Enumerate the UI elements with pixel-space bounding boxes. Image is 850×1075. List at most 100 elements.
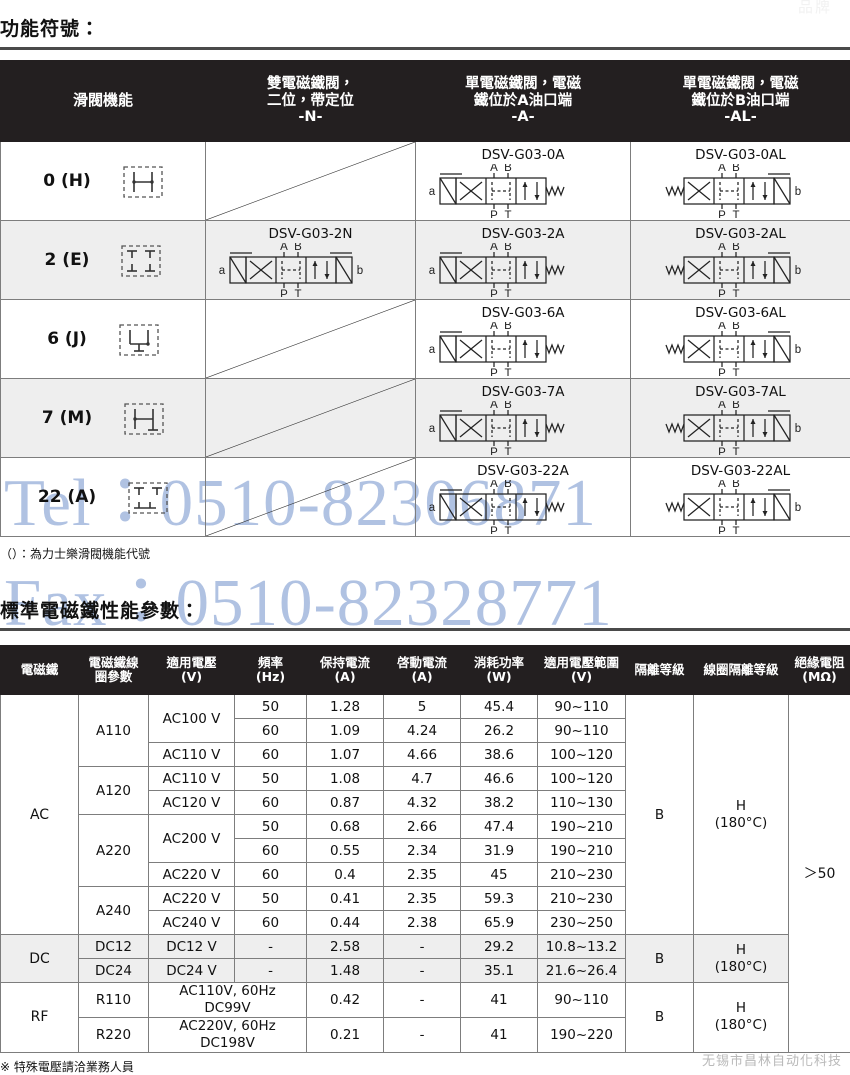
param-header-unit: (Hz)	[255, 669, 286, 684]
param-header-label: 電磁鐵	[20, 661, 59, 677]
svg-text:A: A	[718, 401, 726, 411]
cell-spool-function: 6 (J)	[0, 299, 206, 379]
svg-text:P: P	[490, 289, 498, 297]
cell-solenoid-type: DC	[0, 934, 79, 983]
voltage-line-2: DC99V	[204, 999, 251, 1016]
svg-text:T: T	[732, 368, 739, 376]
cell-frequency: 50	[234, 886, 307, 911]
cell-voltage-range: 230~250	[537, 910, 626, 935]
param-header-label: 保持電流	[319, 654, 370, 670]
cell-voltage-range: 190~210	[537, 838, 626, 863]
cell-holding-current: 0.68	[306, 814, 384, 839]
cell-frequency: 50	[234, 766, 307, 791]
param-header-unit: (MΩ)	[802, 669, 837, 684]
symbol-table-header-row: 滑閥機能 雙電磁鐵閥， 二位，帶定位 -N- 單電磁鐵閥，電磁 鐵位於A油口端 …	[0, 60, 850, 142]
param-table-row: AC A110 AC100 V 50 1.28 5 45.4 90~110 B H (180°C)…	[0, 694, 850, 1053]
svg-text:A: A	[718, 243, 726, 253]
solenoid-parameter-table: 電磁鐵 電磁鐵線 圈參數 適用電壓 (V) 頻率 (Hz) 保持電流 (A) 啓動電流 (A) 消耗功…	[0, 645, 850, 1053]
cell-empty-diagonal	[205, 141, 416, 221]
cell-empty-diagonal	[205, 299, 416, 379]
svg-text:T: T	[294, 289, 301, 297]
svg-text:B: B	[504, 480, 512, 490]
spool-symbol-icon	[121, 164, 163, 198]
cell-spool-function: 2 (E)	[0, 220, 206, 300]
cell-inrush-current: 2.35	[383, 862, 461, 887]
cell-applicable-voltage: AC200 V	[148, 814, 235, 863]
cell-power-consumption: 45.4	[460, 694, 538, 719]
cell-inrush-current: 4.66	[383, 742, 461, 767]
function-symbol-table: 滑閥機能 雙電磁鐵閥， 二位，帶定位 -N- 單電磁鐵閥，電磁 鐵位於A油口端 …	[0, 60, 850, 537]
param-header-unit: (W)	[486, 669, 512, 684]
svg-text:P: P	[490, 447, 498, 455]
param-header-cell: 適用電壓範圍 (V)	[537, 645, 626, 695]
svg-text:a: a	[429, 502, 436, 514]
cell-voltage-range: 100~120	[537, 766, 626, 791]
param-header-cell: 啓動電流 (A)	[383, 645, 461, 695]
part-number-al: DSV-G03-0AL	[695, 147, 786, 164]
part-number-a: DSV-G03-6A	[481, 305, 565, 322]
cell-frequency: 60	[234, 742, 307, 767]
header-al-line3: -AL-	[724, 109, 757, 126]
cell-holding-current: 0.21	[306, 1016, 384, 1053]
svg-text:A: A	[490, 401, 498, 411]
svg-text:T: T	[504, 289, 511, 297]
param-table-row: AC110 V 60 1.07 4.66 38.6 100~120	[1, 742, 850, 767]
cell-solenoid-type: AC	[0, 694, 79, 935]
cell-empty-diagonal	[205, 457, 416, 537]
coil-isolation-line-2: (180°C)	[714, 1017, 768, 1034]
cell-applicable-voltage: DC24 V	[148, 958, 235, 983]
header-a-line3: -A-	[511, 109, 535, 126]
cell-coil-isolation-class: H (180°C)	[693, 694, 789, 935]
svg-text:a: a	[218, 265, 225, 277]
svg-text:T: T	[732, 210, 739, 218]
cell-isolation-class: B	[625, 934, 694, 983]
cell-holding-current: 1.28	[306, 694, 384, 719]
part-number-a: DSV-G03-0A	[481, 147, 565, 164]
cell-coil-code: R220	[78, 1016, 149, 1053]
section-title-function-symbols: 功能符號：	[0, 18, 101, 40]
part-number-al: DSV-G03-7AL	[695, 384, 786, 401]
svg-text:A: A	[490, 164, 498, 174]
cell-coil-code: A120	[78, 766, 149, 815]
svg-text:A: A	[718, 322, 726, 332]
part-number-al: DSV-G03-22AL	[690, 463, 791, 480]
voltage-line-1: AC110V, 60Hz	[179, 983, 276, 999]
cell-applicable-voltage: AC220V, 60Hz DC198V	[148, 1016, 307, 1053]
part-number-a: DSV-G03-22A	[477, 463, 569, 480]
cell-inrush-current: 4.32	[383, 790, 461, 815]
header-n-line3: -N-	[298, 109, 323, 126]
param-header-cell: 絕緣電阻 (MΩ)	[788, 645, 850, 695]
param-table-row: DC DC12 DC12 V -2.58-29.2 10.8~13.2 B H (180°C…	[0, 934, 850, 983]
cell-insulation-resistance: ＞50	[788, 694, 850, 1053]
cell-inrush-current: -	[383, 1016, 461, 1053]
cell-voltage-range: 190~210	[537, 814, 626, 839]
cell-frequency: 60	[234, 910, 307, 935]
cell-applicable-voltage: AC100 V	[148, 694, 235, 743]
cell-spool-function: 0 (H)	[0, 141, 206, 221]
part-number-n: DSV-G03-2N	[268, 226, 353, 243]
spool-function-code: 22 (A)	[37, 487, 97, 507]
svg-text:T: T	[504, 368, 511, 376]
param-header-unit: (V)	[570, 669, 593, 684]
param-header-cell: 線圈隔離等級	[693, 645, 789, 695]
cell-voltage-range: 90~110	[537, 718, 626, 743]
cell-coil-code: DC12	[78, 934, 149, 959]
param-header-cell: 電磁鐵	[0, 645, 79, 695]
svg-text:a: a	[429, 344, 436, 356]
cell-power-consumption: 38.2	[460, 790, 538, 815]
cell-voltage-range: 10.8~13.2	[537, 934, 626, 959]
svg-text:P: P	[718, 526, 726, 534]
param-header-label: 啓動電流	[396, 654, 447, 670]
svg-text:P: P	[490, 210, 498, 218]
cell-inrush-current: -	[383, 934, 461, 959]
cell-voltage-range: 110~130	[537, 790, 626, 815]
part-number-a: DSV-G03-7A	[481, 384, 565, 401]
